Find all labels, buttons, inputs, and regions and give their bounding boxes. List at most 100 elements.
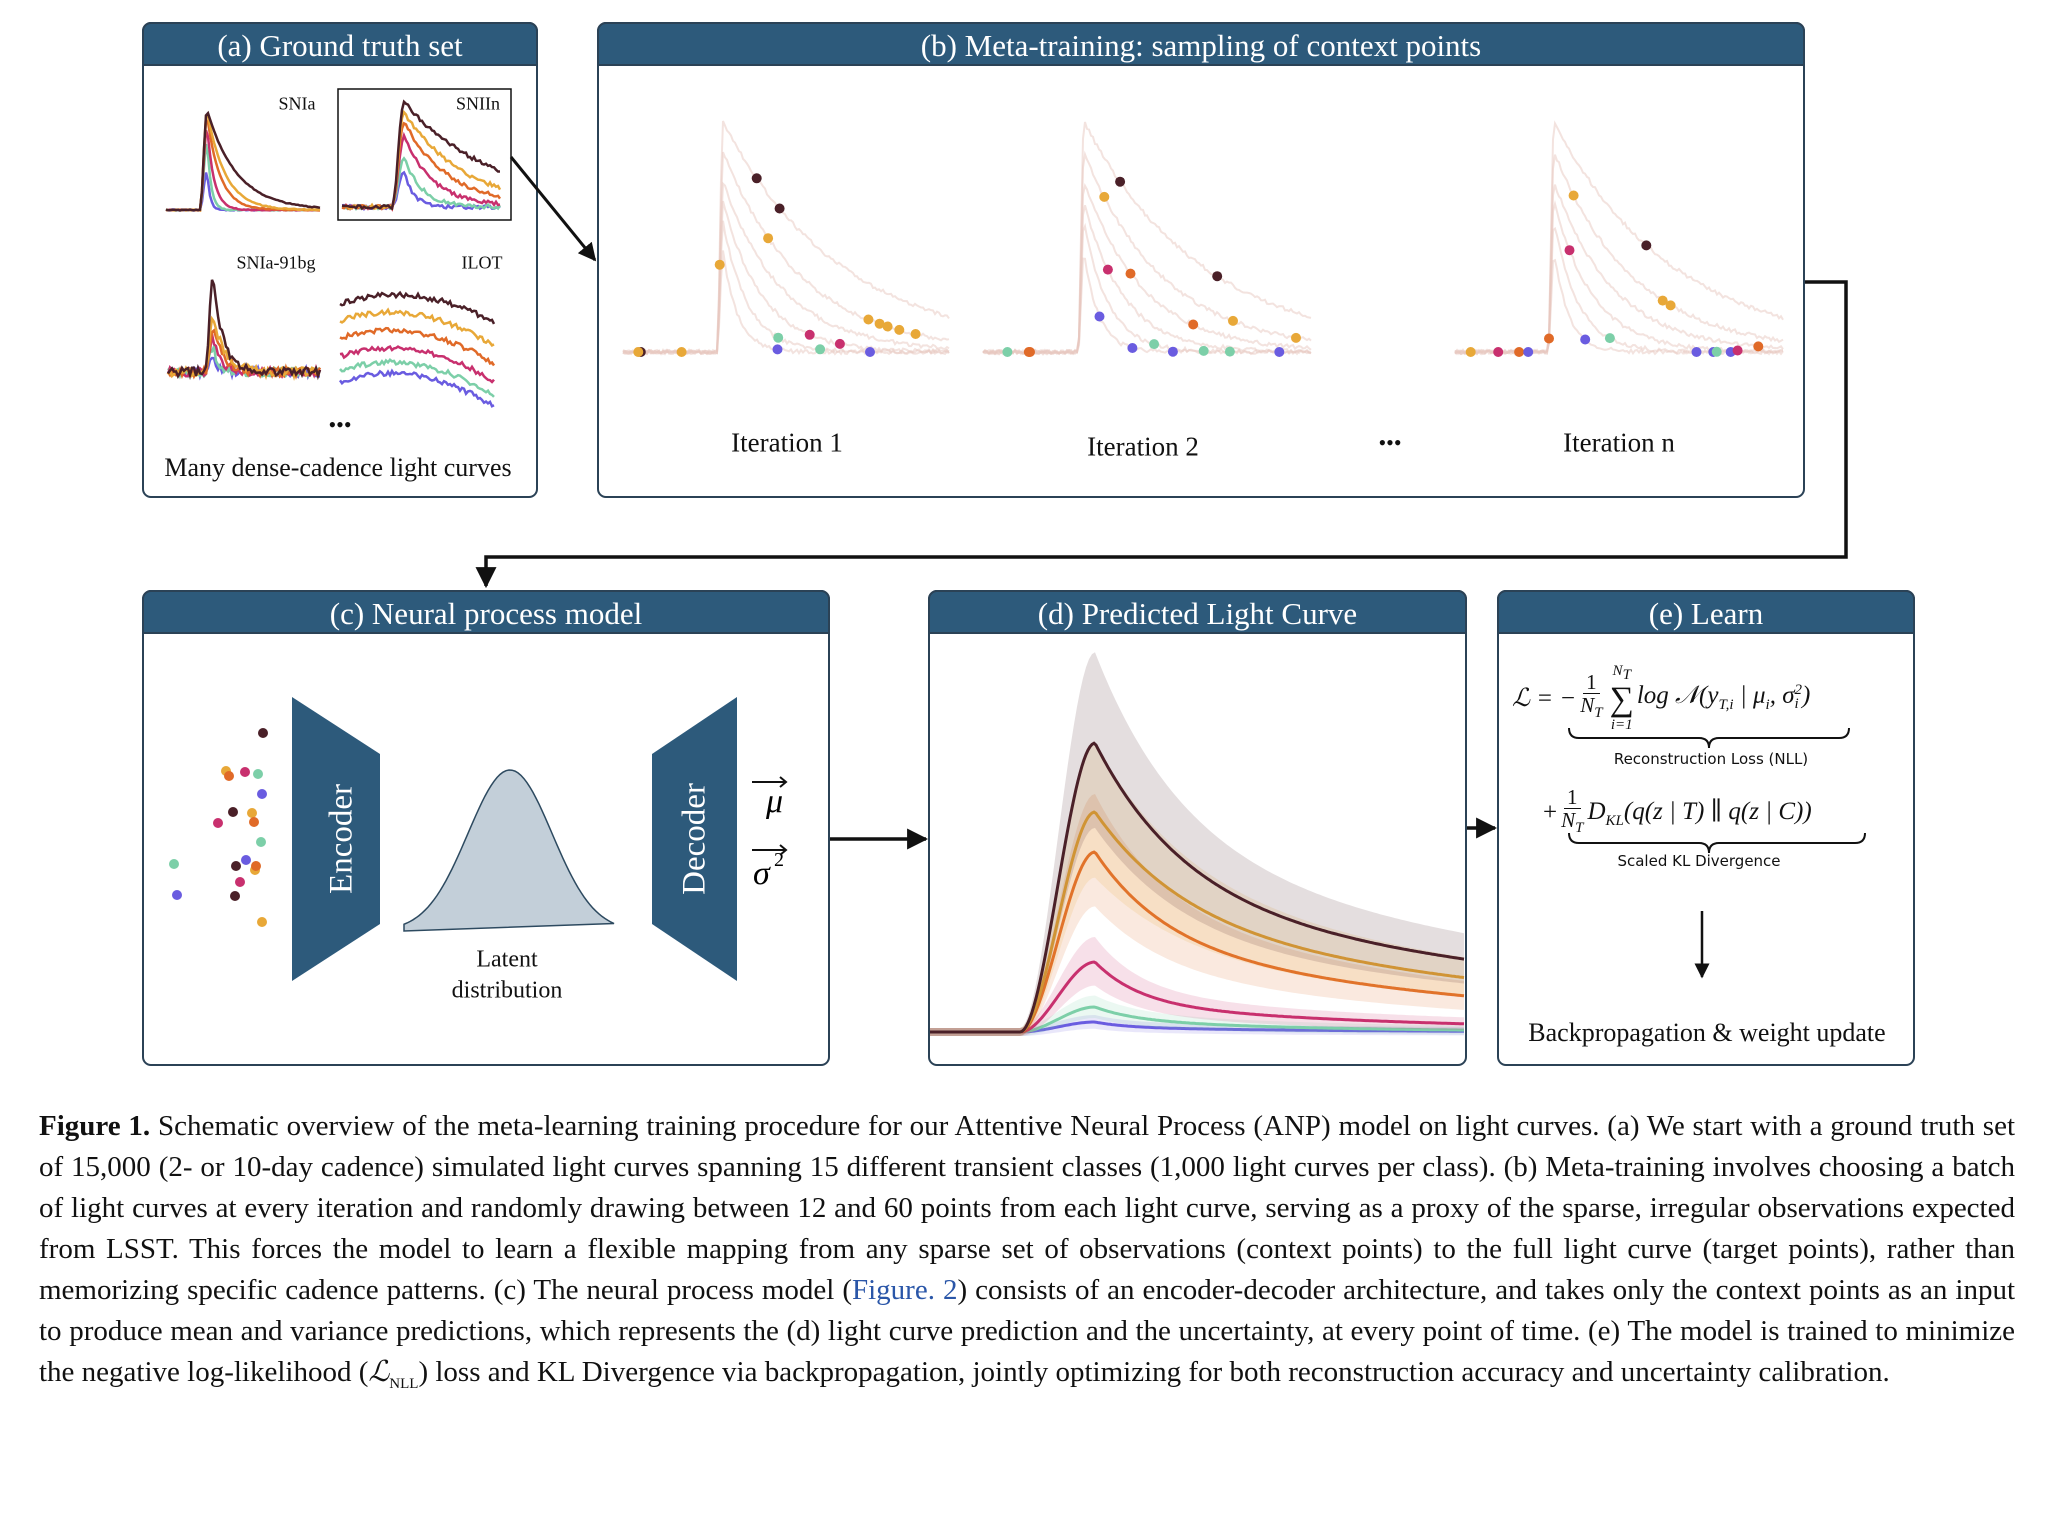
math-text: | μ (1733, 682, 1766, 709)
predicted-curve (930, 741, 1465, 1034)
context-point (1523, 347, 1534, 357)
context-point (258, 728, 268, 738)
context-point (910, 329, 921, 339)
math-text: N (1612, 663, 1623, 679)
figure-caption: Figure 1. Schematic overview of the meta… (39, 1106, 2015, 1405)
decoder-label: Decoder (677, 783, 713, 895)
context-point (256, 837, 266, 847)
math-text: (q(z | T) ∥ q(z | C)) (1623, 797, 1812, 825)
context-point (230, 891, 240, 901)
context-point (1753, 341, 1764, 352)
math-text: N (1580, 693, 1595, 718)
context-point (1274, 347, 1285, 357)
numerator: 1 (1564, 786, 1581, 809)
mu-symbol: μ (765, 783, 783, 820)
context-point (1188, 319, 1199, 330)
class-label: SNIa (278, 93, 316, 114)
context-point (224, 771, 234, 781)
subscript: T (1575, 820, 1584, 837)
context-point (1544, 333, 1554, 344)
context-point (894, 324, 905, 335)
sigma-symbol: σ (753, 855, 771, 892)
faded-curve (1454, 120, 1784, 356)
context-point (1691, 347, 1702, 357)
latent-label: distribution (451, 977, 563, 1004)
light-curve (166, 279, 322, 381)
highlight-box (337, 88, 512, 221)
panel-b: (b) Meta-training: sampling of context p… (597, 22, 1805, 498)
context-point (1641, 240, 1652, 251)
light-curve (339, 345, 495, 384)
context-point (1493, 347, 1504, 357)
context-point (751, 173, 762, 184)
figure-link[interactable]: Figure. 2 (852, 1274, 958, 1306)
sum-top: NT (1613, 663, 1631, 683)
denominator: NT (1561, 809, 1583, 839)
context-point (1711, 346, 1722, 357)
math-subscript: NLL (389, 1375, 419, 1392)
vector-arrow (752, 776, 788, 788)
context-point (815, 344, 826, 355)
uncertainty-band (930, 794, 1464, 1036)
brace (1568, 727, 1850, 749)
terms: DKL(q(z | T) ∥ q(z | C)) (1587, 796, 1811, 830)
ellipsis: ••• (328, 412, 352, 437)
context-point (240, 767, 250, 777)
context-point (228, 807, 238, 817)
class-label: ILOT (461, 252, 503, 273)
context-point (1514, 347, 1525, 357)
nll-formula: ℒ = − 1 NT NT ∑ i=1 log 𝒩(yT,i | μi, σ 2 i) (1512, 663, 1810, 733)
panel-title: (a) Ground truth set (142, 22, 538, 66)
connector-arrow (475, 280, 1848, 589)
fraction: 1 NT (1580, 671, 1602, 724)
footer-label: Backpropagation & weight update (1528, 1018, 1886, 1047)
context-point (865, 347, 875, 357)
math-text: ℒ = − (1512, 685, 1577, 712)
context-point (1228, 315, 1238, 326)
sum-symbol: ∑ (1609, 681, 1634, 718)
panel-title: (b) Meta-training: sampling of context p… (597, 22, 1805, 66)
fraction: 1 NT (1561, 786, 1583, 839)
faded-curve (1454, 184, 1784, 356)
context-point (1149, 339, 1160, 350)
ellipsis: ••• (1378, 430, 1402, 455)
latent-label: Latent (476, 946, 538, 973)
math: ℒ (368, 1356, 390, 1388)
context-point (1127, 343, 1138, 353)
subscript: i (1794, 696, 1799, 713)
faded-curve (1454, 226, 1784, 356)
caption-label: Figure 1. (39, 1110, 151, 1142)
context-point (247, 808, 257, 818)
math-text: , σ (1769, 682, 1795, 709)
context-point (1002, 347, 1013, 357)
context-point (1224, 346, 1235, 357)
encoder-label: Encoder (324, 784, 360, 894)
iteration-label: Iteration 2 (1087, 431, 1199, 462)
faded-curve (982, 222, 1312, 357)
iteration-label: Iteration 1 (731, 427, 843, 458)
caption-text: ) consists of an encoder-decoder archite… (39, 1274, 2016, 1388)
faded-curve (622, 151, 950, 356)
context-point (1115, 176, 1126, 187)
panel-title: (d) Predicted Light Curve (928, 590, 1467, 634)
math-text: N (1561, 808, 1576, 832)
caption-text: Schematic overview of the meta-learning … (39, 1110, 2016, 1306)
context-point (257, 917, 267, 927)
latent-gaussian (403, 769, 615, 932)
light-curve (165, 110, 321, 212)
brace-label: Scaled KL Divergence (1617, 852, 1781, 870)
context-point (1568, 190, 1579, 201)
sum: NT ∑ i=1 (1610, 663, 1634, 733)
context-point (1665, 300, 1676, 311)
context-point (1125, 268, 1136, 279)
context-point (882, 321, 893, 332)
arrow (509, 156, 597, 262)
context-point (1094, 311, 1105, 322)
figure-graphics: Encoder Decoder μ σ 2 (165, 88, 1866, 1036)
context-point (863, 314, 874, 325)
sigma-exponent: 2 (774, 849, 784, 871)
kl-formula: + 1 NT DKL(q(z | T) ∥ q(z | C)) (1543, 786, 1812, 839)
light-curve (339, 307, 495, 347)
light-curve (339, 358, 495, 398)
